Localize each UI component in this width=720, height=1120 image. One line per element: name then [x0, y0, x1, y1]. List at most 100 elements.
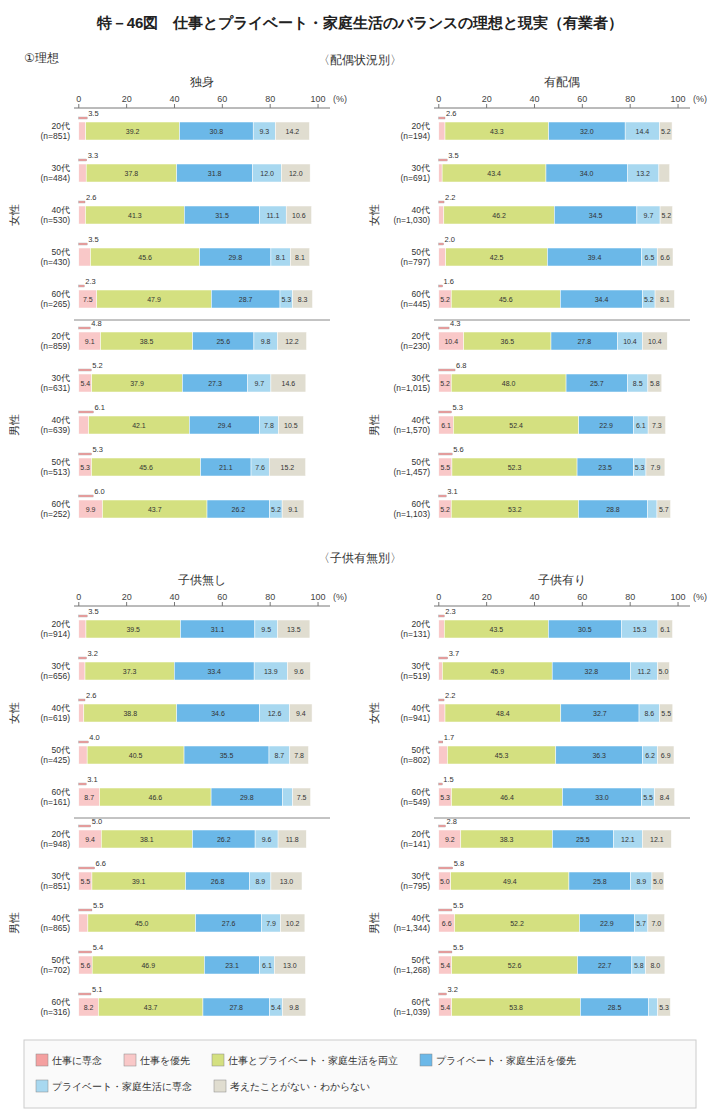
bar-segment [659, 164, 670, 182]
bar-segment [89, 416, 190, 434]
data-label: 9.7 [254, 380, 264, 387]
bar-segment [79, 374, 92, 392]
data-label: 27.6 [222, 920, 236, 927]
x-tick-label: 40 [529, 94, 539, 104]
x-tick-label: 60 [577, 94, 587, 104]
x-tick-label: 80 [625, 592, 635, 602]
data-label: 5.2 [440, 296, 450, 303]
bar-segment [660, 206, 672, 224]
data-label: 9.2 [445, 836, 455, 843]
bar-segment [578, 956, 632, 974]
data-label: 7.6 [255, 464, 265, 471]
bar-segment [274, 956, 305, 974]
bar-segment [196, 914, 262, 932]
data-label: 2.6 [86, 691, 96, 700]
data-label: 6.6 [442, 920, 452, 927]
plot-marks [79, 117, 313, 518]
bar-segment [286, 206, 311, 224]
data-label: 45.9 [490, 668, 504, 675]
bar-segment [548, 620, 621, 638]
y-tick-label-line: (n=941) [400, 713, 430, 723]
data-label: 14.2 [286, 128, 300, 135]
data-label: 5.7 [659, 506, 669, 513]
data-label: 52.3 [508, 464, 522, 471]
data-label: 6.0 [94, 487, 104, 496]
data-label: 25.5 [576, 836, 590, 843]
data-label: 41.3 [128, 212, 142, 219]
x-axis-label: (%) [693, 592, 707, 602]
bar-segment [446, 248, 548, 266]
y-tick-label: 30代(n=519) [400, 661, 430, 681]
y-tick-label-line: 50代 [412, 955, 430, 965]
bar-segment [641, 788, 654, 806]
bar-segment [177, 164, 253, 182]
bar-segment [193, 332, 254, 350]
bar-segment [655, 788, 675, 806]
bar-segment [643, 290, 655, 308]
bar-segment [452, 956, 578, 974]
y-tick-label: 60代(n=445) [400, 289, 430, 309]
bar-segment [260, 416, 279, 434]
bar-segment [92, 956, 204, 974]
data-label: 11.1 [266, 212, 279, 219]
data-label: 5.7 [636, 920, 646, 927]
data-label: 7.8 [264, 422, 274, 429]
bar-segment [251, 458, 269, 476]
y-tick-label-line: (n=141) [400, 839, 430, 849]
data-label: 37.9 [130, 380, 144, 387]
data-label: 6.1 [636, 422, 646, 429]
x-tick [630, 602, 631, 606]
bar-segment [577, 458, 633, 476]
y-tick-label-line: (n=865) [40, 923, 70, 933]
y-tick-label: 30代(n=484) [40, 163, 70, 183]
bar-segment [451, 788, 562, 806]
data-label: 11.8 [286, 836, 299, 843]
y-tick-label-line: (n=252) [40, 509, 70, 519]
bar-segment [552, 830, 613, 848]
y-tick-label: 60代(n=1,103) [393, 499, 430, 519]
y-tick-label-line: (n=519) [400, 671, 430, 681]
bar-segment [648, 416, 665, 434]
data-label: 31.8 [208, 170, 222, 177]
bar-segment [278, 830, 306, 848]
bar-segment [547, 248, 641, 266]
data-label: 30.8 [210, 128, 224, 135]
data-label: 35.5 [220, 752, 234, 759]
data-label: 13.0 [280, 878, 294, 885]
data-label: 39.5 [126, 626, 140, 633]
data-label: 31.1 [211, 626, 225, 633]
chart-title: 子供無し [178, 573, 226, 587]
data-label: 5.0 [659, 668, 669, 675]
bar-segment [642, 248, 658, 266]
x-axis-label: (%) [333, 94, 347, 104]
leader-line [79, 951, 92, 953]
bar-segment [290, 704, 312, 722]
bar-segment [200, 248, 271, 266]
data-label: 46.2 [492, 212, 506, 219]
data-label: 5.2 [644, 296, 654, 303]
data-label: 5.5 [93, 901, 103, 910]
leader-line [439, 825, 446, 827]
data-label: 38.1 [140, 836, 154, 843]
y-tick-label: 60代(n=316) [40, 997, 70, 1017]
y-tick-label-line: 30代 [52, 373, 70, 383]
group-label: 女性 [8, 702, 20, 724]
y-tick-label: 60代(n=1,039) [393, 997, 430, 1017]
data-label: 9.5 [261, 626, 271, 633]
y-tick-label: 50代(n=1,457) [393, 457, 430, 477]
bar-segment [660, 704, 673, 722]
data-label: 5.5 [80, 878, 90, 885]
bar-segment [79, 956, 92, 974]
data-label: 6.6 [660, 254, 670, 261]
bar-segment [185, 872, 249, 890]
y-tick-label-line: 50代 [52, 457, 70, 467]
y-tick-label: 50代(n=802) [400, 745, 430, 765]
y-tick-label-line: 20代 [52, 121, 70, 131]
bar-segment [92, 374, 183, 392]
y-tick-label: 20代(n=131) [400, 619, 430, 639]
y-tick-label: 40代(n=530) [40, 205, 70, 225]
y-tick-label-line: (n=702) [40, 965, 70, 975]
data-label: 3.5 [88, 235, 98, 244]
data-label: 11.2 [638, 668, 651, 675]
data-label: 5.2 [440, 506, 450, 513]
